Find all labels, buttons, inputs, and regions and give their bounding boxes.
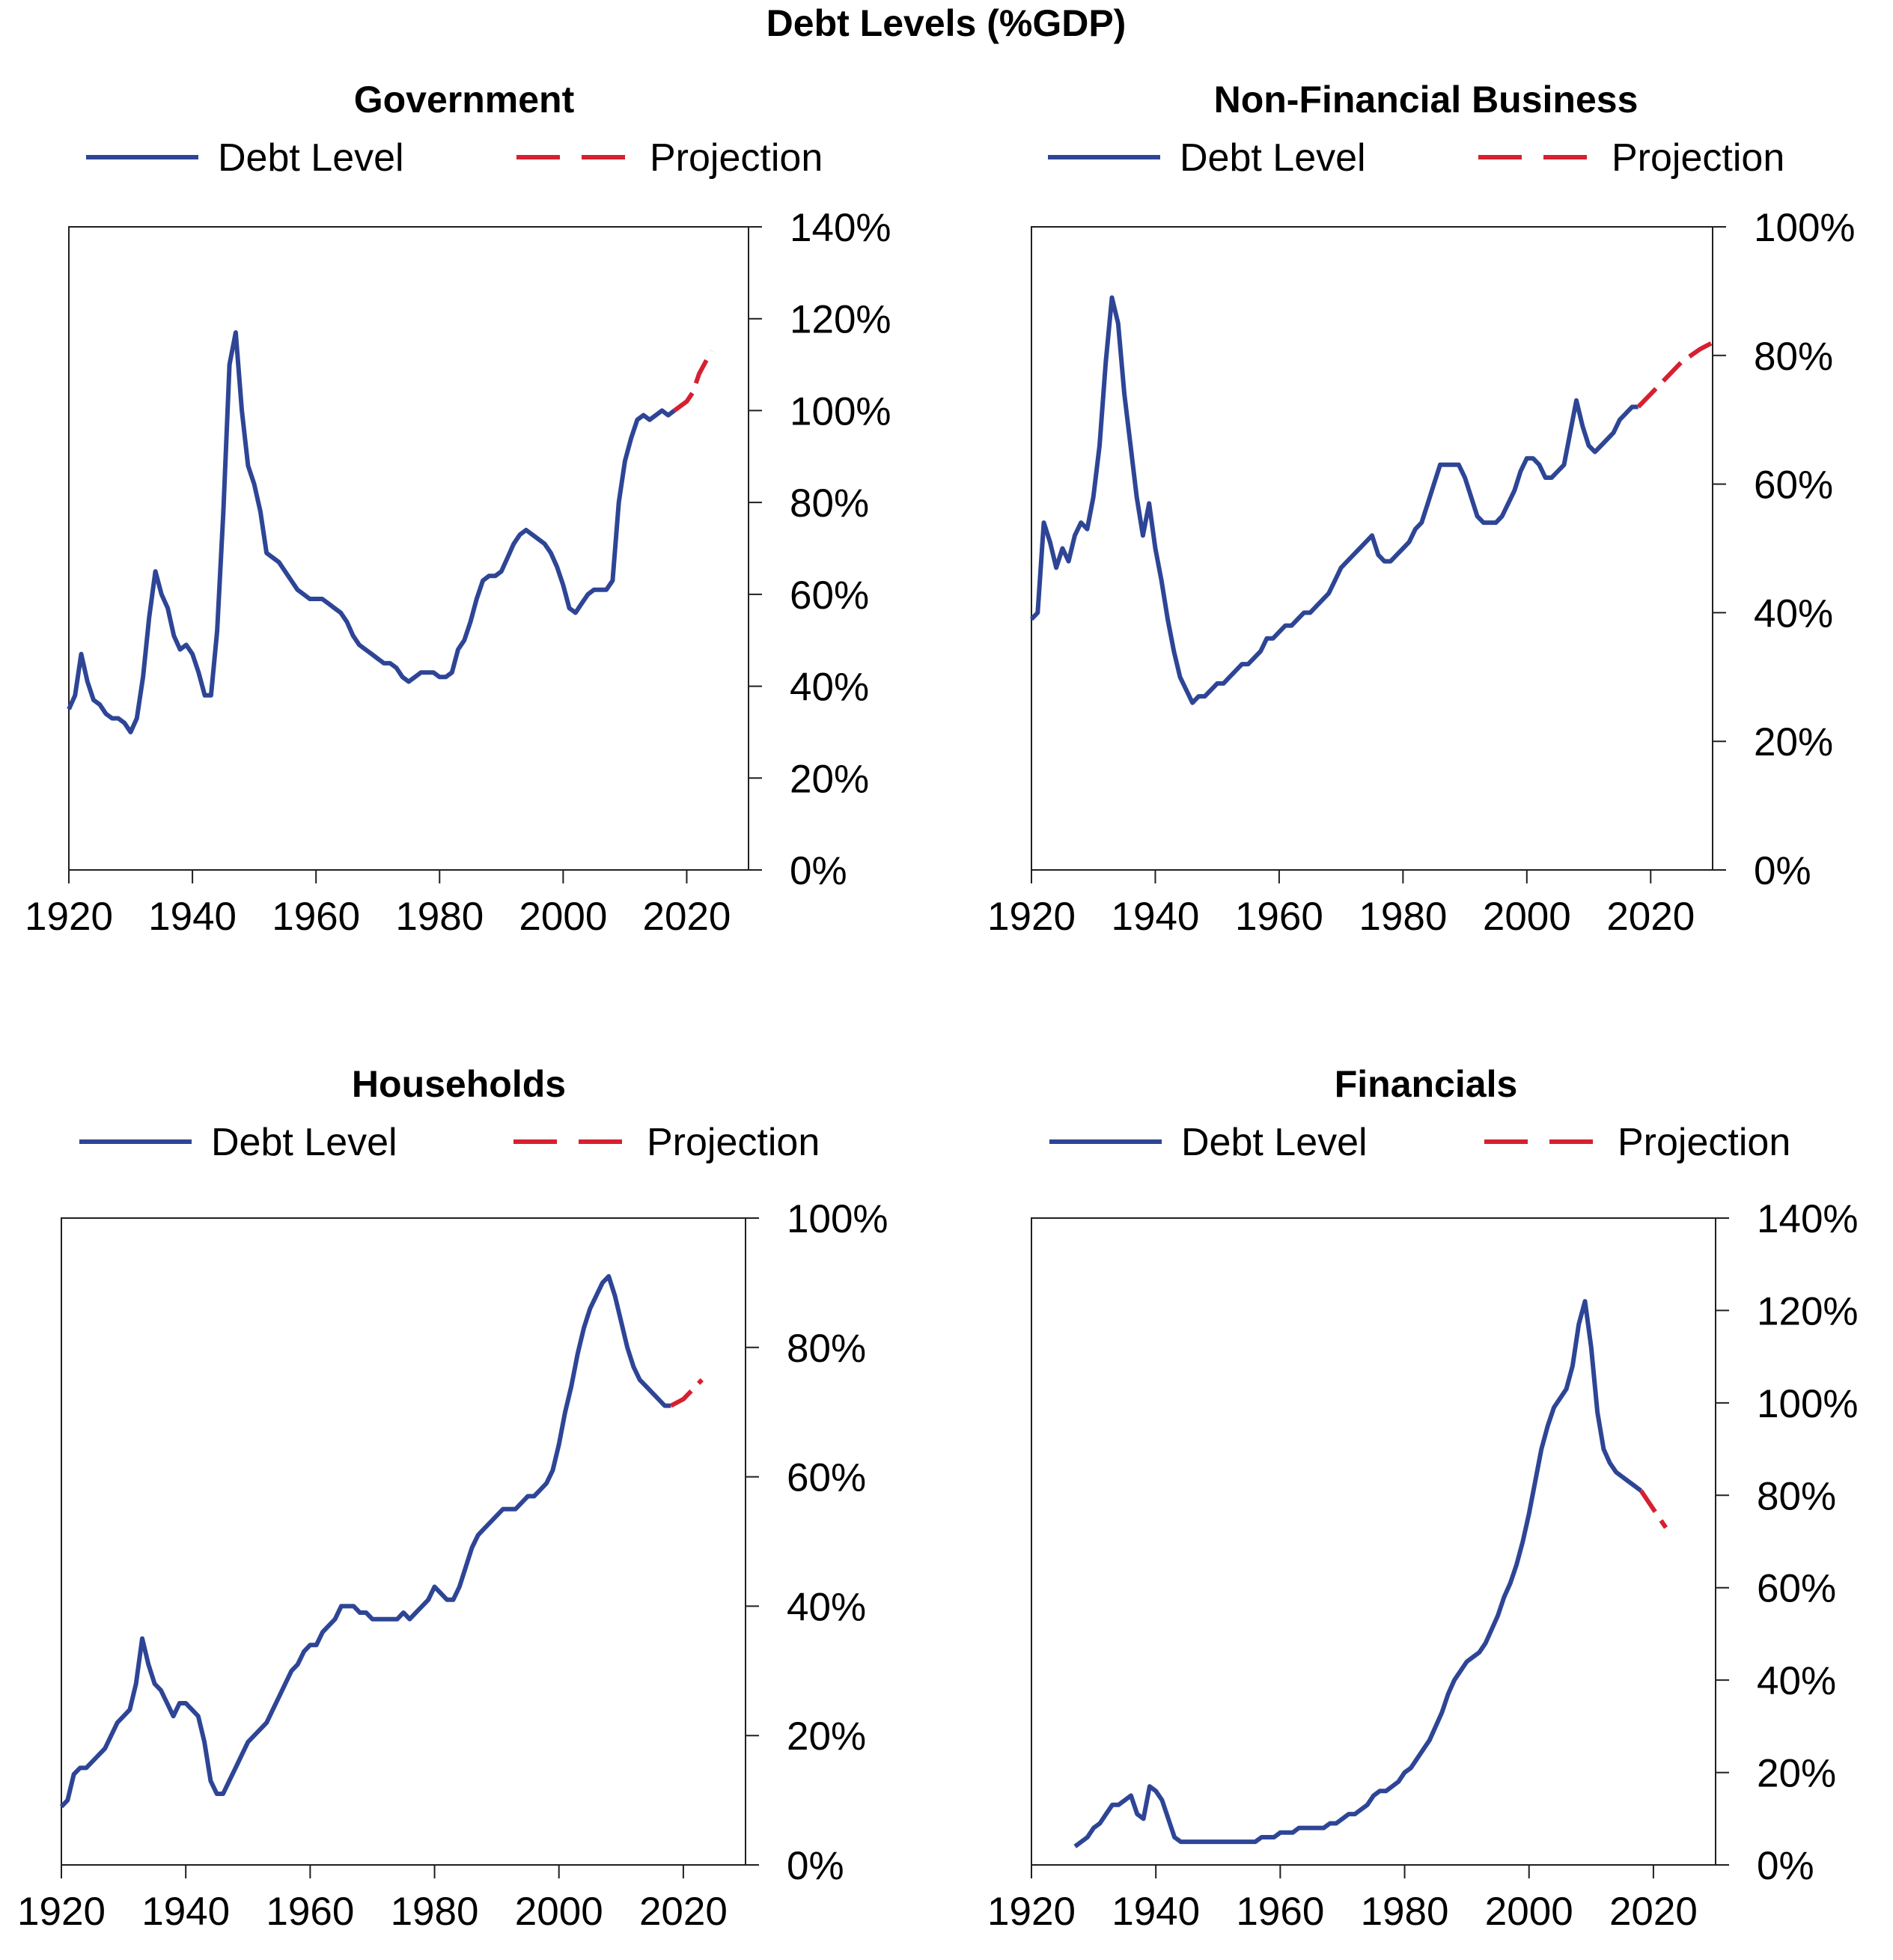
- x-tick-label: 1960: [1235, 895, 1323, 939]
- debt-level-line: [67, 330, 676, 734]
- y-tick-label: 60%: [1757, 1567, 1836, 1611]
- y-tick-label: 80%: [790, 481, 869, 526]
- y-tick-label: 20%: [1757, 1752, 1836, 1796]
- x-tick-label: 1980: [391, 1890, 479, 1934]
- projection-line: [1636, 340, 1714, 409]
- panel-title: Non-Financial Business: [1214, 79, 1639, 121]
- y-tick-label: 140%: [790, 206, 891, 250]
- x-tick-label: 1960: [266, 1890, 354, 1934]
- x-tick-label: 2020: [643, 895, 731, 939]
- x-tick-label: 2020: [639, 1890, 728, 1934]
- y-tick-label: 20%: [1754, 720, 1833, 764]
- y-tick-label: 120%: [1757, 1289, 1859, 1333]
- x-tick-label: 1980: [1361, 1890, 1449, 1934]
- chart-panel: Non-Financial Business Debt Level Projecti…: [987, 79, 1856, 939]
- y-tick-label: 20%: [787, 1714, 866, 1759]
- x-tick-label: 1920: [987, 1890, 1076, 1934]
- x-tick-label: 1940: [1112, 1890, 1200, 1934]
- x-tick-label: 1960: [1236, 1890, 1324, 1934]
- y-tick-label: 40%: [787, 1585, 866, 1629]
- panel-title: Households: [352, 1063, 566, 1105]
- x-tick-label: 1940: [148, 895, 237, 939]
- x-tick-label: 2000: [1485, 1890, 1573, 1934]
- chart-panel: Financials Debt Level Projection 1920 1940 19…: [987, 1063, 1859, 1934]
- y-tick-label: 0%: [1757, 1844, 1814, 1888]
- y-tick-label: 40%: [790, 666, 869, 710]
- y-tick-label: 60%: [790, 573, 869, 618]
- legend-projection-label: Projection: [647, 1121, 820, 1164]
- y-tick-label: 120%: [790, 298, 891, 342]
- main-title: Debt Levels (%GDP): [766, 2, 1127, 44]
- legend-debt-label: Debt Level: [1180, 136, 1366, 180]
- projection-line: [669, 1378, 704, 1408]
- plot-frame: [1031, 226, 1713, 871]
- legend-projection-label: Projection: [1612, 136, 1784, 180]
- x-tick-label: 2000: [1483, 895, 1571, 939]
- y-tick-label: 0%: [790, 849, 847, 893]
- y-tick-label: 100%: [1754, 206, 1856, 250]
- y-tick-label: 80%: [1754, 335, 1833, 379]
- y-tick-label: 100%: [790, 389, 891, 433]
- y-tick-label: 140%: [1757, 1197, 1859, 1241]
- x-tick-label: 1980: [395, 895, 484, 939]
- panel-title: Government: [354, 79, 575, 121]
- legend-debt-label: Debt Level: [211, 1121, 397, 1164]
- x-tick-label: 1960: [272, 895, 360, 939]
- y-tick-label: 100%: [1757, 1382, 1859, 1426]
- plot-frame: [61, 1217, 746, 1866]
- y-tick-label: 80%: [1757, 1474, 1836, 1518]
- x-tick-label: 1920: [17, 1890, 106, 1934]
- y-tick-label: 40%: [1757, 1659, 1836, 1703]
- y-tick-label: 0%: [787, 1844, 844, 1888]
- y-tick-label: 0%: [1754, 849, 1811, 893]
- x-tick-label: 2020: [1609, 1890, 1698, 1934]
- chart-panel: Government Debt Level Projection 1920 1940 19…: [25, 79, 891, 939]
- y-tick-label: 60%: [787, 1456, 866, 1500]
- x-tick-label: 2000: [515, 1890, 603, 1934]
- panels-container: Government Debt Level Projection 1920 1940 19…: [17, 79, 1859, 1934]
- x-tick-label: 1940: [1112, 895, 1200, 939]
- projection-line: [1639, 1489, 1668, 1530]
- x-tick-label: 1920: [25, 895, 113, 939]
- chart-panel: Households Debt Level Projection 1920 1940 19…: [17, 1063, 888, 1934]
- legend-debt-label: Debt Level: [1181, 1121, 1368, 1164]
- debt-level-line: [1029, 295, 1639, 705]
- legend-projection-label: Projection: [1618, 1121, 1790, 1164]
- x-tick-label: 2020: [1606, 895, 1695, 939]
- x-tick-label: 1940: [141, 1890, 230, 1934]
- y-tick-label: 60%: [1754, 463, 1833, 508]
- y-tick-label: 40%: [1754, 591, 1833, 636]
- y-tick-label: 100%: [787, 1197, 888, 1241]
- x-tick-label: 1920: [987, 895, 1076, 939]
- x-tick-label: 1980: [1359, 895, 1447, 939]
- x-tick-label: 2000: [519, 895, 607, 939]
- panel-title: Financials: [1335, 1063, 1518, 1105]
- legend-projection-label: Projection: [650, 136, 823, 180]
- projection-line: [673, 350, 714, 413]
- legend-debt-label: Debt Level: [218, 136, 404, 180]
- debt-level-line: [59, 1273, 671, 1809]
- y-tick-label: 80%: [787, 1327, 866, 1371]
- plot-frame: [68, 226, 749, 871]
- debt-level-line: [1073, 1299, 1643, 1848]
- plot-frame: [1031, 1217, 1716, 1866]
- y-tick-label: 20%: [790, 757, 869, 801]
